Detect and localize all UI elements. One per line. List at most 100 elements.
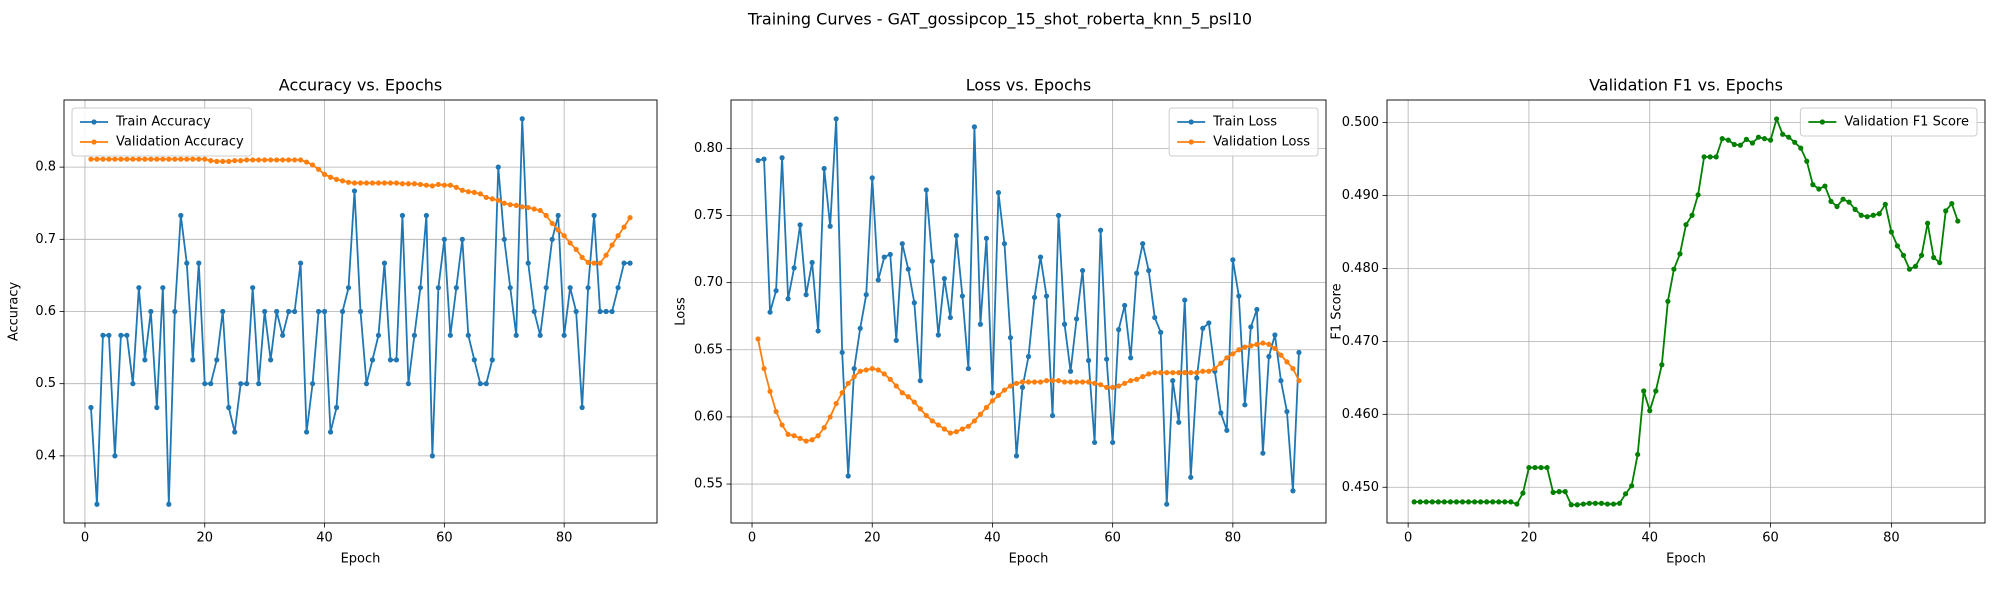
data-point: [965, 365, 971, 372]
data-point: [827, 414, 833, 420]
data-point: [1284, 359, 1290, 365]
data-point: [845, 380, 851, 386]
x-tick-label: 20: [1521, 531, 1538, 546]
data-point: [106, 156, 112, 162]
y-tick-label: 0.4: [35, 448, 56, 463]
data-point: [567, 285, 573, 291]
data-point: [1122, 302, 1128, 309]
axes-frame: [730, 99, 1327, 524]
y-tick-label: 0.8: [35, 160, 56, 175]
data-point: [417, 285, 423, 291]
x-axis-label: Epoch: [341, 552, 381, 567]
data-point: [597, 260, 603, 266]
data-point: [1864, 214, 1870, 220]
data-point: [1025, 379, 1032, 385]
data-point: [1055, 212, 1062, 219]
data-point: [1610, 501, 1617, 507]
data-point: [1152, 370, 1158, 376]
data-point: [1043, 378, 1050, 384]
data-point: [815, 328, 821, 334]
data-point: [1550, 489, 1556, 495]
data-point: [1888, 229, 1894, 235]
data-point: [1266, 353, 1272, 360]
data-point: [429, 453, 435, 459]
data-point: [1882, 201, 1888, 207]
data-point: [761, 156, 767, 162]
data-point: [274, 157, 280, 163]
data-point: [238, 158, 244, 164]
data-point: [1792, 139, 1798, 145]
legend-label: Validation F1 Score: [1844, 115, 1969, 130]
data-point: [531, 206, 537, 212]
data-point: [250, 285, 256, 291]
data-point: [501, 236, 507, 242]
data-point: [1453, 499, 1460, 505]
data-point: [1116, 383, 1122, 389]
subplot: Accuracy vs. Epochs 0 20 40 60 80 0.4 0.5 0.6 0.7…: [7, 76, 658, 567]
data-point: [917, 378, 923, 384]
data-point: [1266, 341, 1272, 347]
data-point: [298, 260, 304, 266]
data-point: [1858, 212, 1864, 218]
data-point: [1031, 294, 1038, 300]
data-point: [1701, 154, 1707, 160]
data-point: [142, 156, 148, 162]
data-point: [929, 418, 935, 424]
data-point: [1695, 192, 1701, 198]
data-point: [298, 157, 304, 163]
data-point: [190, 357, 196, 363]
data-point: [1931, 254, 1937, 261]
data-point: [1912, 263, 1919, 269]
data-point: [178, 156, 184, 162]
y-tick-label: 0.70: [694, 275, 723, 290]
data-point: [1013, 453, 1020, 459]
data-point: [1230, 351, 1236, 357]
legend: Validation F1 Score: [1799, 107, 1978, 137]
data-point: [489, 357, 495, 363]
data-point: [947, 314, 953, 321]
data-point: [935, 422, 941, 428]
axes-frame: [1386, 99, 1986, 524]
data-point: [797, 435, 803, 441]
y-tick-label: 0.5: [35, 376, 56, 391]
data-point: [220, 158, 226, 164]
data-point: [887, 376, 893, 382]
data-point: [585, 285, 591, 291]
data-point: [423, 212, 429, 219]
data-point: [615, 233, 621, 239]
data-point: [94, 156, 100, 162]
data-point: [573, 308, 579, 315]
data-point: [815, 433, 821, 439]
data-point: [471, 189, 477, 195]
data-point: [256, 381, 262, 387]
data-point: [1767, 137, 1774, 143]
data-point: [441, 182, 447, 188]
y-tick-label: 0.65: [694, 342, 723, 357]
data-point: [779, 155, 785, 161]
data-point: [857, 368, 863, 374]
x-tick-label: 60: [436, 531, 453, 546]
data-point: [621, 224, 627, 230]
data-point: [1055, 378, 1062, 384]
data-point: [333, 404, 340, 411]
data-point: [767, 309, 773, 315]
data-point: [1224, 427, 1230, 433]
data-point: [1949, 200, 1955, 207]
data-point: [881, 254, 887, 260]
data-point: [399, 181, 406, 187]
x-axis-label: Epoch: [1009, 552, 1049, 567]
data-point: [803, 438, 809, 444]
data-point: [244, 381, 250, 387]
data-point: [357, 180, 364, 186]
data-point: [232, 429, 238, 435]
data-point: [1635, 451, 1641, 458]
data-point: [441, 236, 447, 242]
data-point: [459, 236, 465, 242]
data-point: [959, 426, 965, 432]
legend: Train Loss Validation Loss: [1168, 107, 1319, 157]
data-point: [327, 429, 334, 435]
data-point: [1441, 499, 1447, 505]
data-point: [88, 156, 94, 162]
data-point: [1894, 243, 1901, 249]
